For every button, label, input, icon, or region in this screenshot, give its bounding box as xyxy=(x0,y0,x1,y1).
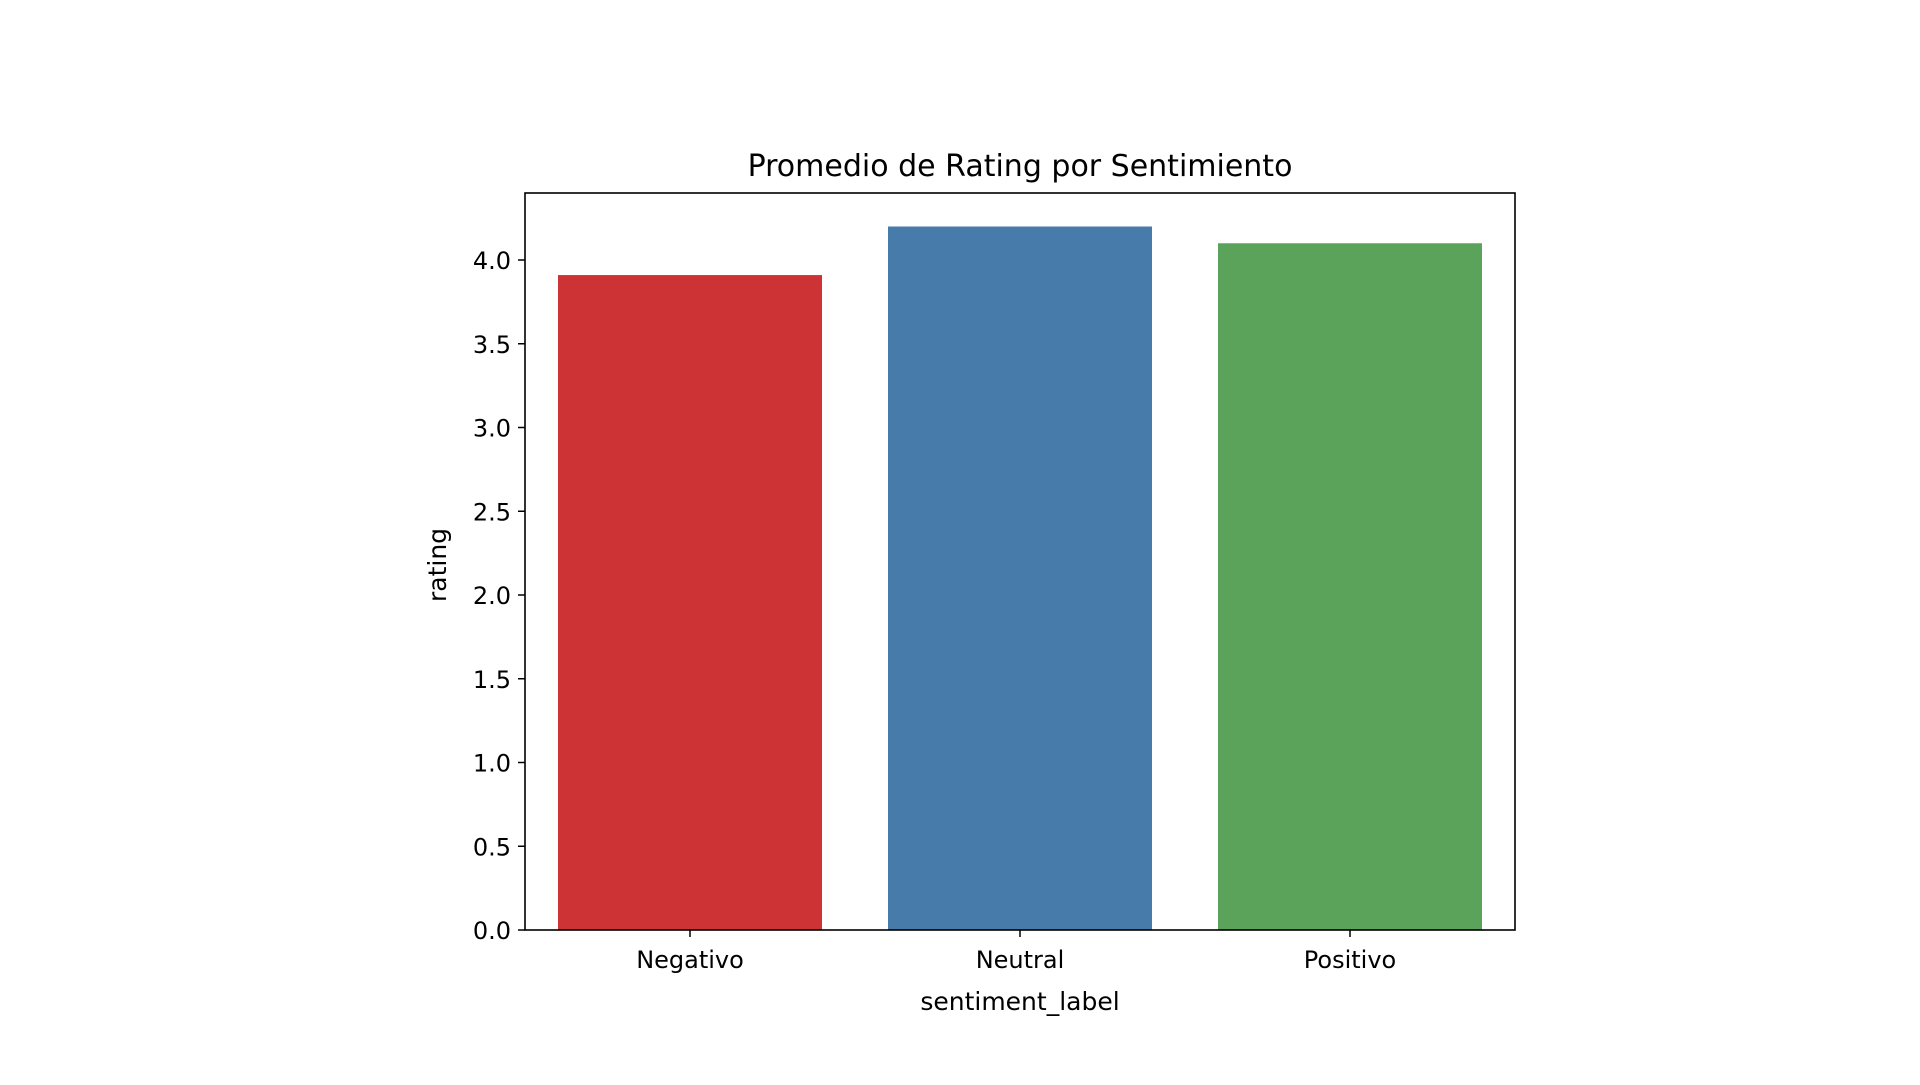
bar-neutral xyxy=(888,226,1152,930)
y-tick-label: 4.0 xyxy=(473,247,511,275)
y-tick-label: 0.0 xyxy=(473,917,511,945)
y-axis-label: rating xyxy=(423,528,452,602)
x-tick-label: Neutral xyxy=(976,946,1065,974)
y-tick-label: 0.5 xyxy=(473,833,511,861)
x-axis-ticks: Negativo Neutral Positivo xyxy=(636,930,1396,974)
y-tick-label: 2.5 xyxy=(473,498,511,526)
chart-title: Promedio de Rating por Sentimiento xyxy=(748,149,1293,184)
plot-frame xyxy=(524,192,1516,931)
bar-negativo xyxy=(558,275,822,930)
y-tick-label: 1.0 xyxy=(473,750,511,778)
x-tick-label: Negativo xyxy=(636,946,744,974)
y-tick-label: 2.0 xyxy=(473,582,511,610)
y-tick-label: 3.5 xyxy=(473,331,511,359)
y-tick-label: 1.5 xyxy=(473,666,511,694)
y-tick-label: 3.0 xyxy=(473,415,511,443)
x-axis-label: sentiment_label xyxy=(920,987,1119,1016)
x-tick-label: Positivo xyxy=(1304,946,1396,974)
y-axis-ticks: 0.0 0.5 1.0 1.5 2.0 2.5 3.0 3.5 4.0 xyxy=(473,247,525,945)
bars-layer xyxy=(558,226,1482,930)
bar-positivo xyxy=(1218,243,1482,930)
